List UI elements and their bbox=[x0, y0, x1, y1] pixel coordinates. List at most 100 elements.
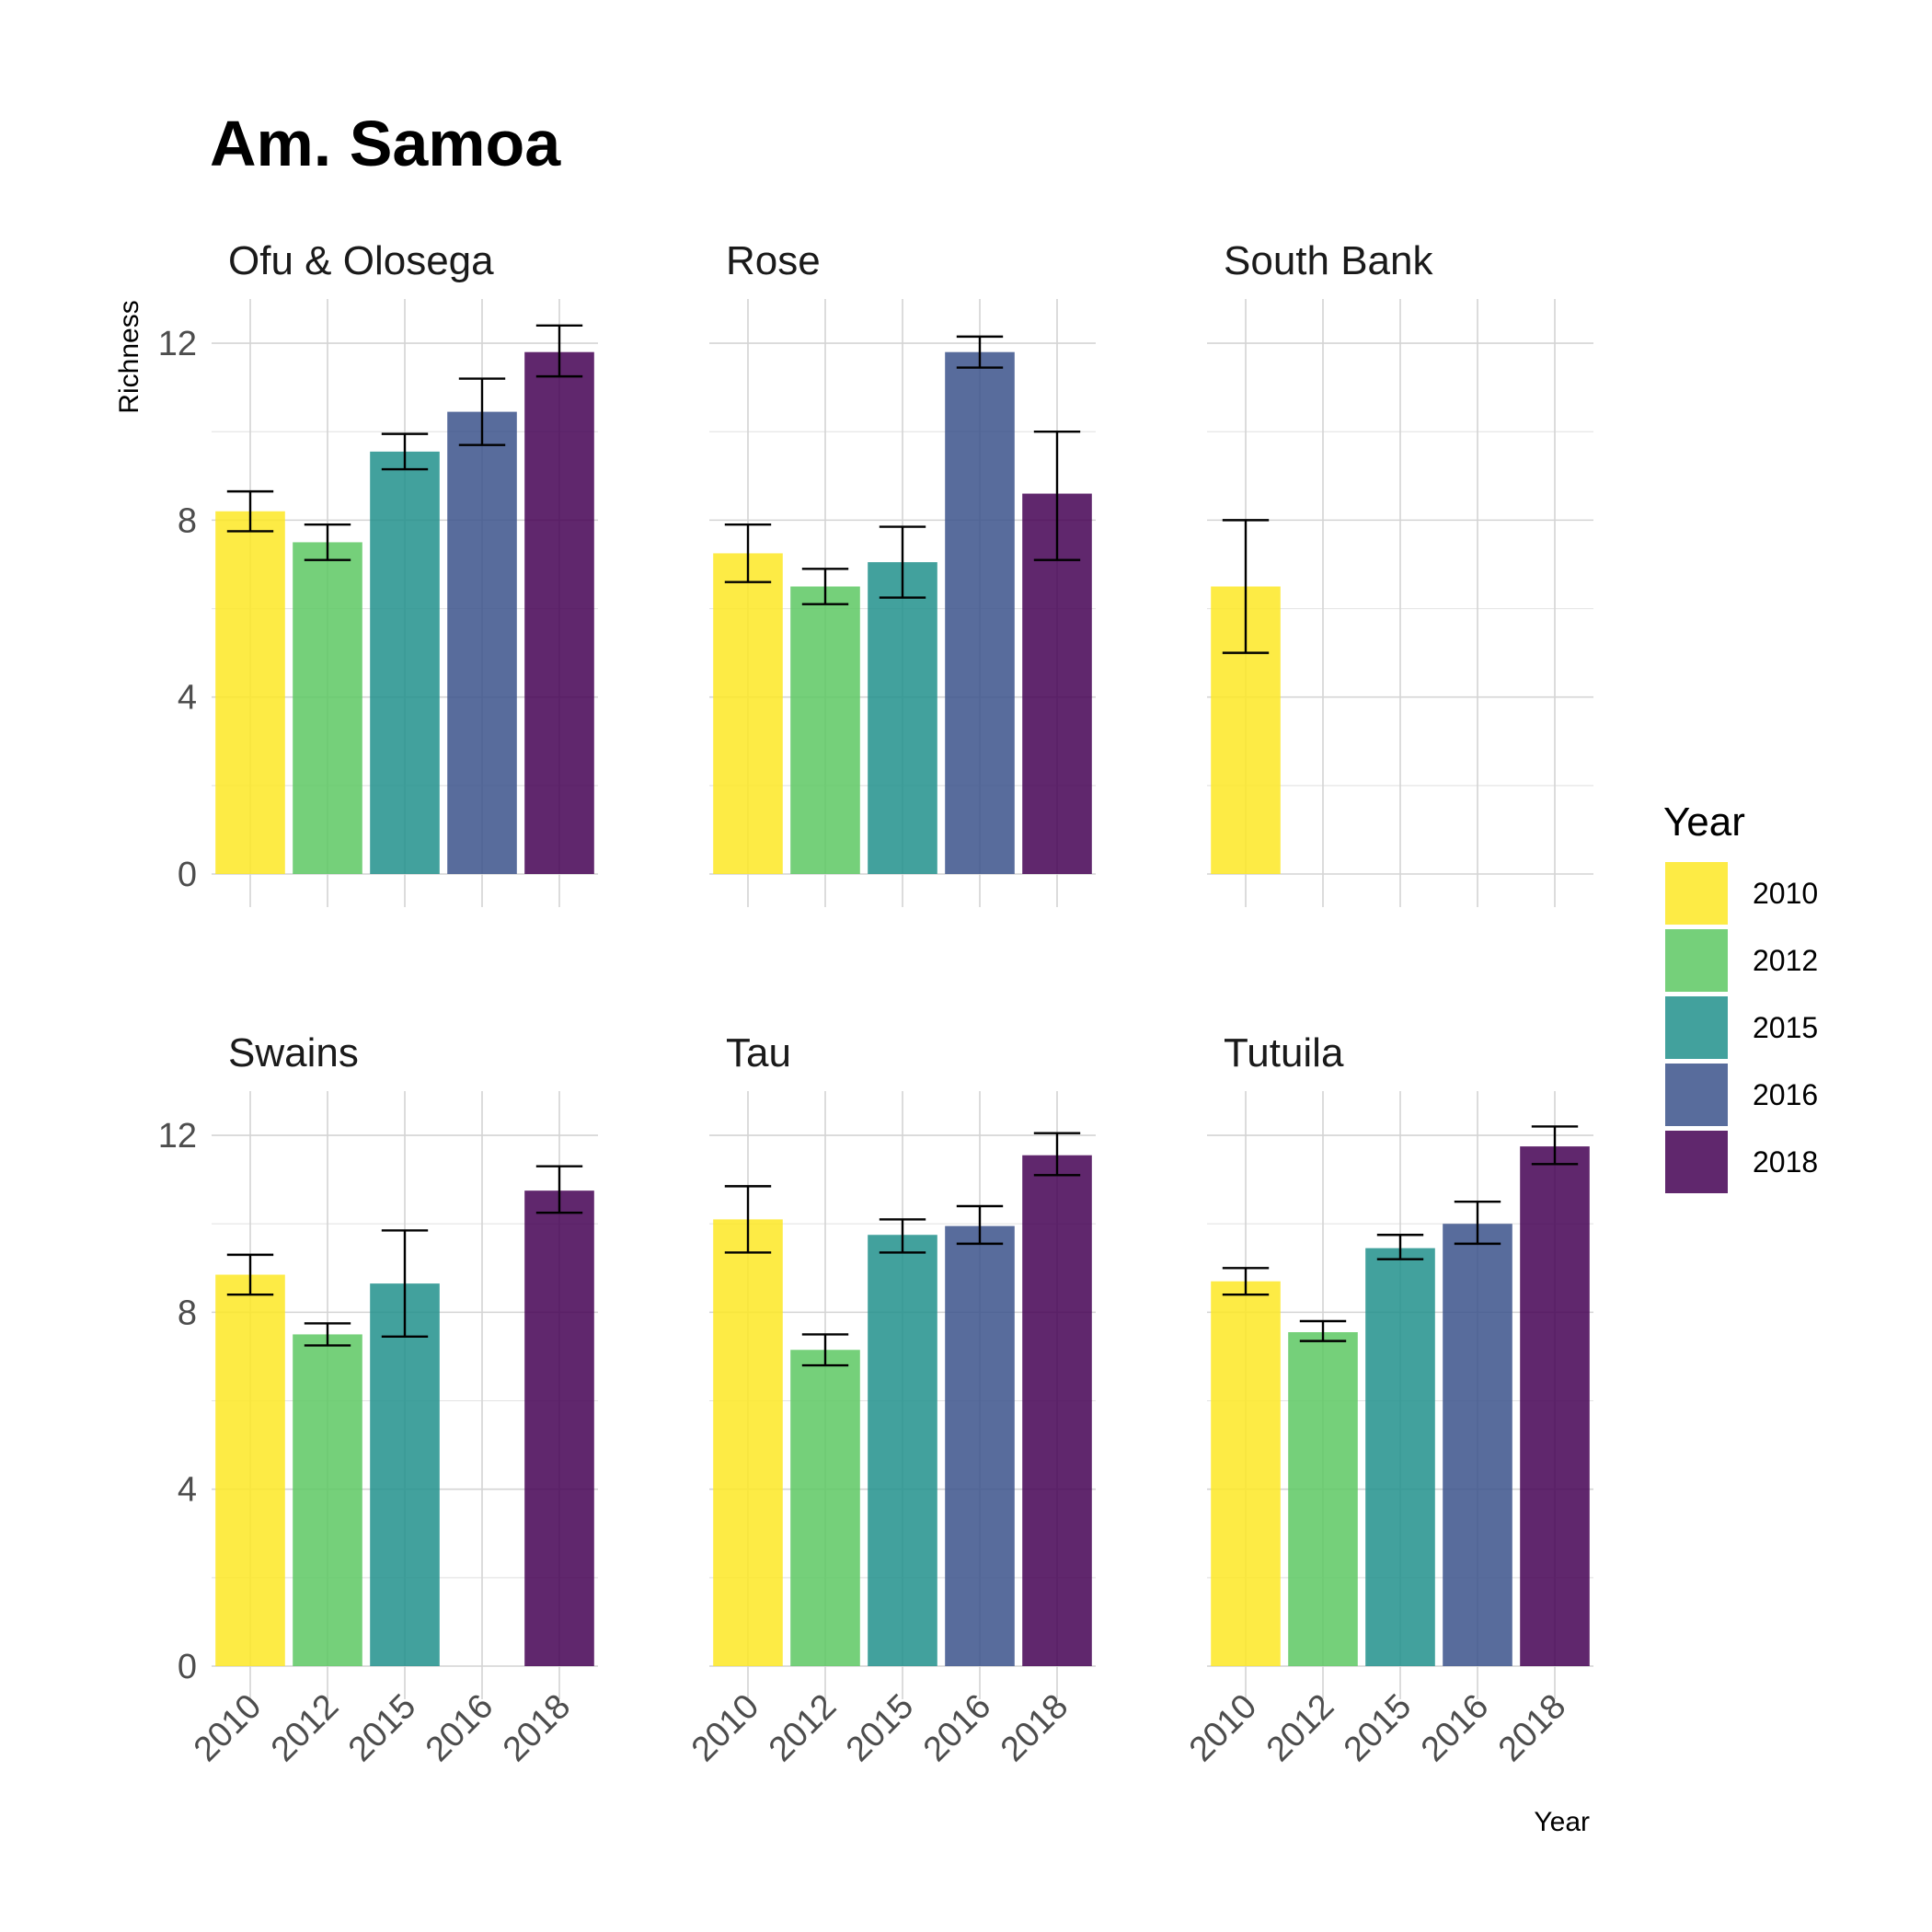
bar-2012 bbox=[293, 1334, 362, 1666]
facet-label: South Bank bbox=[1224, 238, 1433, 283]
facet-south-bank: South Bank bbox=[1207, 238, 1593, 907]
legend-swatch bbox=[1665, 929, 1728, 992]
error-bar-2012 bbox=[1299, 1319, 1347, 1342]
y-tick-label: 0 bbox=[178, 1648, 197, 1686]
x-tick-label: 2015 bbox=[839, 1687, 921, 1769]
error-bar-2010 bbox=[724, 1185, 772, 1254]
y-tick-label: 12 bbox=[158, 1117, 197, 1156]
legend-swatch bbox=[1665, 1064, 1728, 1126]
x-tick-label: 2012 bbox=[762, 1687, 844, 1769]
legend-label: 2016 bbox=[1753, 1078, 1818, 1111]
x-tick-label: 2015 bbox=[1337, 1687, 1419, 1769]
bar-2016 bbox=[945, 351, 1015, 874]
x-tick-label: 2016 bbox=[419, 1687, 500, 1769]
legend-label: 2012 bbox=[1753, 944, 1818, 977]
facet-ofu-olosega: Ofu & Olosega 0 4 8 12 bbox=[158, 238, 598, 907]
chart-title: Am. Samoa bbox=[210, 108, 561, 179]
error-bar-2012 bbox=[304, 1322, 351, 1347]
error-bar-2018 bbox=[1033, 1132, 1081, 1177]
error-bar-2015 bbox=[1376, 1234, 1424, 1260]
x-axis-label: Year bbox=[1534, 1807, 1590, 1837]
legend: Year 2010 2012 2015 2016 2018 bbox=[1663, 799, 1818, 1193]
error-bar-2010 bbox=[226, 1253, 274, 1296]
error-bar-2018 bbox=[1033, 431, 1081, 561]
error-bar-2015 bbox=[879, 525, 926, 599]
bar-2010 bbox=[215, 511, 285, 874]
x-tick-label: 2010 bbox=[187, 1687, 269, 1769]
legend-label: 2015 bbox=[1753, 1011, 1818, 1044]
facet-label: Ofu & Olosega bbox=[228, 238, 494, 283]
bar-2018 bbox=[524, 351, 594, 874]
y-tick-label: 12 bbox=[158, 325, 197, 363]
x-tick-label: 2018 bbox=[496, 1687, 578, 1769]
legend-label: 2018 bbox=[1753, 1145, 1818, 1179]
error-bar-2010 bbox=[1222, 519, 1270, 654]
x-tick-label: 2016 bbox=[1414, 1687, 1496, 1769]
error-bar-2012 bbox=[304, 523, 351, 561]
facet-label: Tau bbox=[726, 1030, 791, 1075]
x-tick-label: 2016 bbox=[916, 1687, 998, 1769]
bar-2015 bbox=[868, 1235, 937, 1666]
error-bar-2015 bbox=[381, 1229, 429, 1339]
facet-grid: Ofu & Olosega 0 4 8 12 Rose South Bank Swains 0 4… bbox=[158, 238, 1593, 1769]
y-tick-label: 4 bbox=[178, 679, 197, 718]
y-tick-label: 4 bbox=[178, 1471, 197, 1510]
bar-2018 bbox=[1520, 1146, 1590, 1666]
error-bar-2018 bbox=[535, 324, 583, 378]
bar-2016 bbox=[447, 411, 517, 874]
legend-swatch bbox=[1665, 862, 1728, 925]
error-bar-2016 bbox=[1454, 1200, 1501, 1246]
error-bar-2012 bbox=[801, 568, 849, 605]
legend-swatch bbox=[1665, 996, 1728, 1059]
error-bar-2015 bbox=[879, 1218, 926, 1254]
bar-2012 bbox=[1288, 1332, 1358, 1666]
error-bar-2010 bbox=[724, 523, 772, 583]
bar-2018 bbox=[524, 1190, 594, 1666]
legend-entry-2018: 2018 bbox=[1665, 1131, 1818, 1193]
legend-entry-2015: 2015 bbox=[1665, 996, 1818, 1059]
y-tick-label: 8 bbox=[178, 1294, 197, 1332]
bar-2010 bbox=[215, 1274, 285, 1666]
legend-label: 2010 bbox=[1753, 877, 1818, 910]
error-bar-2018 bbox=[535, 1165, 583, 1214]
facet-label: Swains bbox=[228, 1030, 359, 1075]
error-bar-2018 bbox=[1531, 1125, 1579, 1166]
bar-2010 bbox=[713, 1219, 783, 1666]
error-bar-2015 bbox=[381, 432, 429, 471]
bar-2016 bbox=[1443, 1224, 1512, 1666]
bar-2012 bbox=[790, 586, 860, 874]
x-tick-label: 2012 bbox=[264, 1687, 346, 1769]
legend-entry-2016: 2016 bbox=[1665, 1064, 1818, 1126]
x-tick-label: 2018 bbox=[994, 1687, 1075, 1769]
facet-label: Rose bbox=[726, 238, 821, 283]
error-bar-2016 bbox=[956, 335, 1004, 369]
bar-2016 bbox=[945, 1225, 1015, 1666]
error-bar-2012 bbox=[801, 1333, 849, 1367]
error-bar-2016 bbox=[458, 377, 506, 446]
x-tick-label: 2010 bbox=[684, 1687, 766, 1769]
facet-label: Tutuila bbox=[1224, 1030, 1344, 1075]
bar-2015 bbox=[1365, 1248, 1435, 1666]
bar-2015 bbox=[370, 451, 440, 874]
bar-2012 bbox=[790, 1350, 860, 1666]
legend-title: Year bbox=[1663, 799, 1745, 845]
x-tick-label: 2018 bbox=[1491, 1687, 1573, 1769]
legend-swatch bbox=[1665, 1131, 1728, 1193]
error-bar-2010 bbox=[226, 489, 274, 533]
bar-2010 bbox=[1211, 1281, 1281, 1666]
error-bar-2016 bbox=[956, 1204, 1004, 1246]
error-bar-2010 bbox=[1222, 1267, 1270, 1296]
bar-2012 bbox=[293, 542, 362, 874]
x-tick-label: 2015 bbox=[341, 1687, 423, 1769]
facet-rose: Rose bbox=[709, 238, 1096, 907]
y-tick-label: 8 bbox=[178, 501, 197, 540]
y-axis-label: Richness bbox=[114, 300, 144, 413]
bar-2015 bbox=[370, 1283, 440, 1666]
legend-entry-2012: 2012 bbox=[1665, 929, 1818, 992]
bar-2010 bbox=[713, 553, 783, 874]
legend-entry-2010: 2010 bbox=[1665, 862, 1818, 925]
x-tick-label: 2010 bbox=[1182, 1687, 1264, 1769]
